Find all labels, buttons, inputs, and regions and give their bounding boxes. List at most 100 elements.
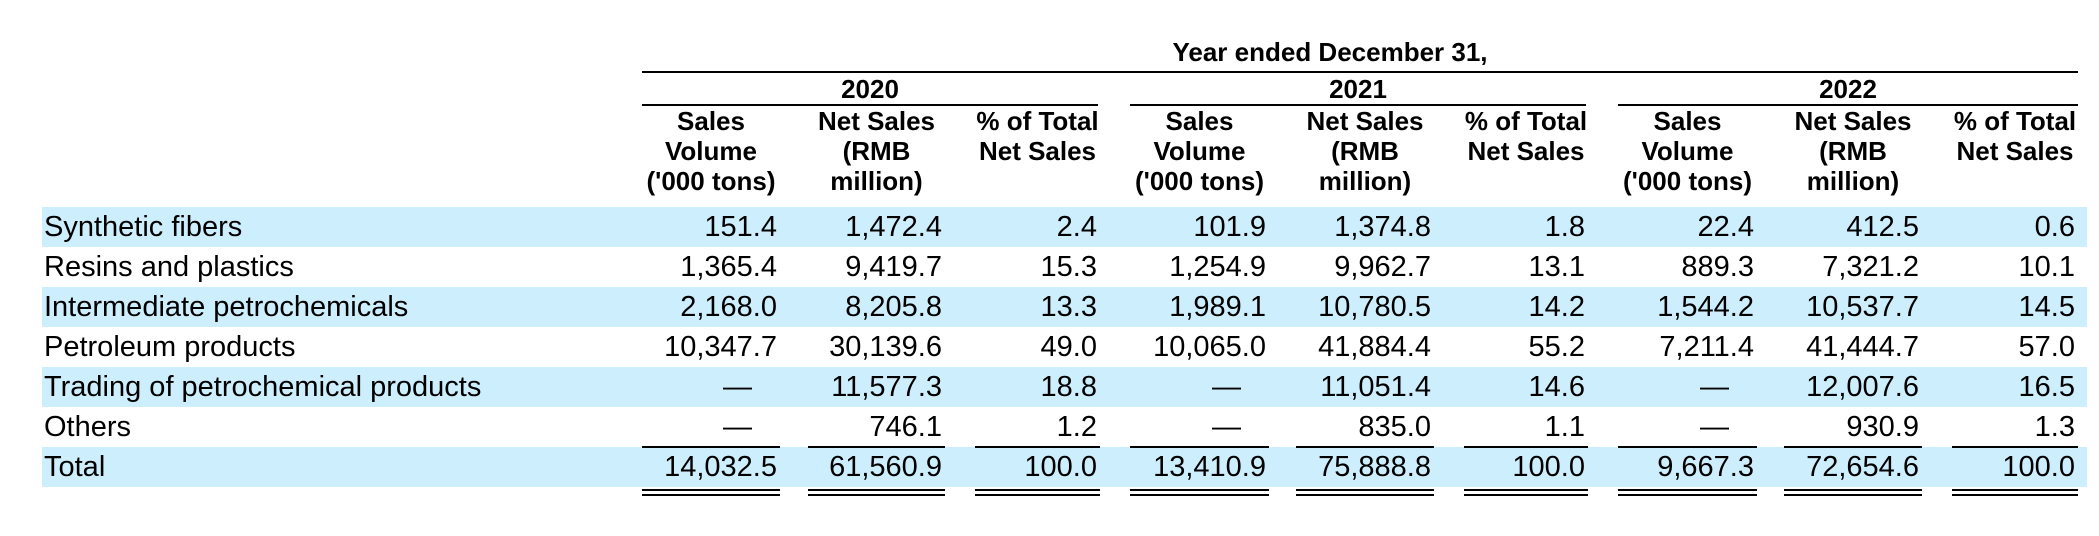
table-cell: 41,884.4	[1318, 331, 1431, 363]
table-cell: 15.3	[1040, 251, 1097, 283]
table-cell: —	[723, 371, 752, 403]
table-cell: 889.3	[1681, 251, 1754, 283]
subtotal-rule	[975, 446, 1100, 448]
table-cell: 22.4	[1697, 211, 1754, 243]
table-cell: 10,347.7	[664, 331, 777, 363]
net-sales-header-2022: Net Sales (RMB million)	[1794, 106, 1912, 196]
table-cell: 1,989.1	[1169, 291, 1266, 323]
table-cell: 1.2	[1056, 411, 1097, 443]
table-cell: 55.2	[1528, 331, 1585, 363]
table-cell: 18.8	[1040, 371, 1097, 403]
total-double-rule	[1618, 489, 1757, 491]
row-band	[42, 207, 2087, 247]
pct-total-header-2021: % of Total Net Sales	[1464, 106, 1588, 166]
total-double-rule	[1296, 489, 1434, 491]
table-cell: 13.3	[1040, 291, 1097, 323]
table-cell: 30,139.6	[829, 331, 942, 363]
row-band	[42, 367, 2087, 407]
subtotal-rule	[1952, 446, 2078, 448]
pct-total-header-2022: % of Total Net Sales	[1953, 106, 2077, 166]
year-2020-rule	[642, 104, 1098, 106]
table-cell: 16.5	[2018, 371, 2075, 403]
subtotal-rule	[1130, 446, 1269, 448]
table-cell: 1,374.8	[1334, 211, 1431, 243]
table-cell: 930.9	[1846, 411, 1919, 443]
year-2021-rule	[1130, 104, 1586, 106]
table-cell: 11,577.3	[831, 371, 942, 403]
subtotal-rule	[1784, 446, 1922, 448]
total-double-rule	[1130, 489, 1269, 491]
table-cell: —	[1700, 411, 1729, 443]
table-cell: 2,168.0	[680, 291, 777, 323]
table-cell: 1.1	[1544, 411, 1585, 443]
table-cell: 1,365.4	[680, 251, 777, 283]
table-cell: 1.8	[1544, 211, 1585, 243]
total-double-rule	[1618, 494, 1757, 496]
table-cell: 101.9	[1193, 211, 1266, 243]
table-cell: 151.4	[704, 211, 777, 243]
table-cell: 100.0	[2002, 451, 2075, 483]
table-cell: 100.0	[1024, 451, 1097, 483]
table-cell: 75,888.8	[1318, 451, 1431, 483]
sales-volume-header-2020: Sales Volume ('000 tons)	[646, 106, 776, 196]
table-cell: —	[723, 411, 752, 443]
row-label: Total	[44, 451, 106, 483]
table-cell: 9,962.7	[1334, 251, 1431, 283]
table-cell: 10,065.0	[1153, 331, 1266, 363]
super-header-rule	[642, 71, 2078, 73]
total-double-rule	[1952, 489, 2078, 491]
table-cell: 7,211.4	[1659, 331, 1754, 363]
subtotal-rule	[642, 446, 780, 448]
table-cell: 14.5	[2018, 291, 2075, 323]
row-band	[42, 447, 2087, 487]
table-cell: 746.1	[869, 411, 942, 443]
table-cell: 1.3	[2034, 411, 2075, 443]
row-label: Intermediate petrochemicals	[44, 291, 409, 323]
total-double-rule	[1464, 494, 1588, 496]
total-double-rule	[1296, 494, 1434, 496]
table-cell: 49.0	[1040, 331, 1097, 363]
table-cell: 2.4	[1056, 211, 1097, 243]
row-label: Others	[44, 411, 132, 443]
row-label: Resins and plastics	[44, 251, 294, 283]
subtotal-rule	[1618, 446, 1757, 448]
year-2020: 2020	[841, 74, 899, 104]
table-cell: 11,051.4	[1320, 371, 1431, 403]
table-cell: 1,254.9	[1169, 251, 1266, 283]
table-cell: 7,321.2	[1822, 251, 1919, 283]
total-double-rule	[808, 489, 945, 491]
table-cell: 10,780.5	[1318, 291, 1431, 323]
net-sales-header-2020: Net Sales (RMB million)	[817, 106, 936, 196]
total-double-rule	[975, 494, 1100, 496]
row-band	[42, 287, 2087, 327]
year-2022: 2022	[1819, 74, 1877, 104]
table-cell: 10.1	[2018, 251, 2075, 283]
total-double-rule	[1784, 489, 1922, 491]
table-cell: 1,544.2	[1657, 291, 1754, 323]
year-2021: 2021	[1329, 74, 1387, 104]
table-cell: 1,472.4	[845, 211, 942, 243]
row-label: Petroleum products	[44, 331, 296, 363]
table-cell: 0.6	[2034, 211, 2075, 243]
year-2022-rule	[1618, 104, 2078, 106]
table-cell: 9,419.7	[845, 251, 942, 283]
row-label: Synthetic fibers	[44, 211, 243, 243]
row-label: Trading of petrochemical products	[44, 371, 482, 403]
total-double-rule	[642, 489, 780, 491]
table-cell: —	[1700, 371, 1729, 403]
subtotal-rule	[808, 446, 945, 448]
table-cell: 41,444.7	[1806, 331, 1919, 363]
table-cell: —	[1212, 411, 1241, 443]
table-cell: 14.2	[1528, 291, 1585, 323]
table-cell: 835.0	[1358, 411, 1431, 443]
total-double-rule	[1464, 489, 1588, 491]
table-cell: —	[1212, 371, 1241, 403]
subtotal-rule	[1464, 446, 1588, 448]
sales-volume-header-2022: Sales Volume ('000 tons)	[1623, 106, 1752, 196]
table-cell: 61,560.9	[829, 451, 942, 483]
total-double-rule	[1130, 494, 1269, 496]
sales-volume-header-2021: Sales Volume ('000 tons)	[1135, 106, 1264, 196]
table-cell: 12,007.6	[1806, 371, 1919, 403]
table-cell: 14.6	[1528, 371, 1585, 403]
subtotal-rule	[1296, 446, 1434, 448]
